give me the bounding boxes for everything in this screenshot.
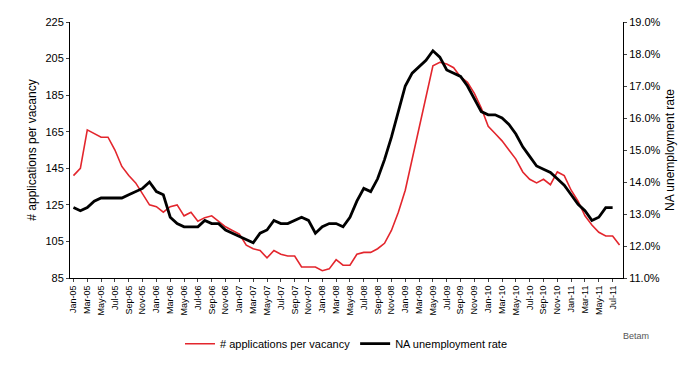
svg-text:NA unemployment rate: NA unemployment rate (395, 338, 507, 350)
svg-text:Nov-05: Nov-05 (138, 286, 148, 315)
svg-text:Jan-09: Jan-09 (400, 286, 410, 314)
svg-text:225: 225 (45, 16, 63, 28)
svg-text:Jan-05: Jan-05 (68, 286, 78, 314)
svg-text:Jan-06: Jan-06 (151, 286, 161, 314)
svg-text:# applications per vacancy: # applications per vacancy (25, 79, 39, 220)
svg-text:Sep-06: Sep-06 (207, 286, 217, 315)
svg-text:Mar-05: Mar-05 (82, 286, 92, 315)
svg-text:17.0%: 17.0% (629, 80, 660, 92)
svg-text:Sep-05: Sep-05 (124, 286, 134, 315)
svg-text:18.0%: 18.0% (629, 48, 660, 60)
svg-text:14.0%: 14.0% (629, 176, 660, 188)
svg-text:19.0%: 19.0% (629, 16, 660, 28)
svg-text:Sep-10: Sep-10 (538, 286, 548, 315)
svg-text:Mar-10: Mar-10 (497, 286, 507, 315)
svg-text:12.0%: 12.0% (629, 240, 660, 252)
svg-text:13.0%: 13.0% (629, 208, 660, 220)
svg-text:Jan-11: Jan-11 (566, 286, 576, 313)
svg-text:Mar-09: Mar-09 (414, 286, 424, 315)
svg-text:15.0%: 15.0% (629, 144, 660, 156)
svg-text:125: 125 (45, 199, 63, 211)
svg-text:Sep-09: Sep-09 (455, 286, 465, 315)
svg-text:May-07: May-07 (262, 286, 272, 316)
svg-text:85: 85 (52, 272, 64, 284)
svg-text:Nov-08: Nov-08 (386, 286, 396, 315)
svg-text:May-11: May-11 (594, 286, 604, 315)
svg-text:Jul-08: Jul-08 (359, 286, 369, 311)
svg-text:Sep-08: Sep-08 (373, 286, 383, 315)
svg-text:165: 165 (45, 126, 63, 138)
svg-text:NA unemployment rate: NA unemployment rate (663, 89, 677, 211)
svg-text:205: 205 (45, 52, 63, 64)
svg-text:Nov-10: Nov-10 (552, 286, 562, 315)
svg-text:145: 145 (45, 162, 63, 174)
svg-text:Mar-11: Mar-11 (580, 286, 590, 314)
svg-text:Jul-09: Jul-09 (442, 286, 452, 311)
svg-text:Jul-05: Jul-05 (110, 286, 120, 311)
svg-text:Sep-07: Sep-07 (290, 286, 300, 315)
svg-text:Nov-07: Nov-07 (303, 286, 313, 315)
svg-text:16.0%: 16.0% (629, 112, 660, 124)
svg-text:Nov-06: Nov-06 (220, 286, 230, 315)
svg-text:Jan-10: Jan-10 (483, 286, 493, 314)
svg-text:May-09: May-09 (428, 286, 438, 316)
svg-text:Nov-09: Nov-09 (469, 286, 479, 315)
svg-text:Betam: Betam (623, 331, 649, 341)
svg-text:May-10: May-10 (511, 286, 521, 316)
svg-text:Jul-11: Jul-11 (608, 286, 618, 310)
svg-text:Jul-10: Jul-10 (525, 286, 535, 311)
svg-text:May-08: May-08 (345, 286, 355, 316)
svg-text:Jul-06: Jul-06 (193, 286, 203, 311)
svg-text:Mar-06: Mar-06 (165, 286, 175, 315)
svg-text:Jul-07: Jul-07 (276, 286, 286, 311)
svg-text:105: 105 (45, 235, 63, 247)
svg-text:# applications per vacancy: # applications per vacancy (220, 338, 350, 350)
svg-text:Mar-08: Mar-08 (331, 286, 341, 315)
svg-text:11.0%: 11.0% (629, 272, 660, 284)
svg-text:Jan-08: Jan-08 (317, 286, 327, 314)
svg-text:May-05: May-05 (96, 286, 106, 316)
svg-text:Jan-07: Jan-07 (234, 286, 244, 314)
svg-text:185: 185 (45, 89, 63, 101)
svg-text:May-06: May-06 (179, 286, 189, 316)
svg-text:Mar-07: Mar-07 (248, 286, 258, 315)
